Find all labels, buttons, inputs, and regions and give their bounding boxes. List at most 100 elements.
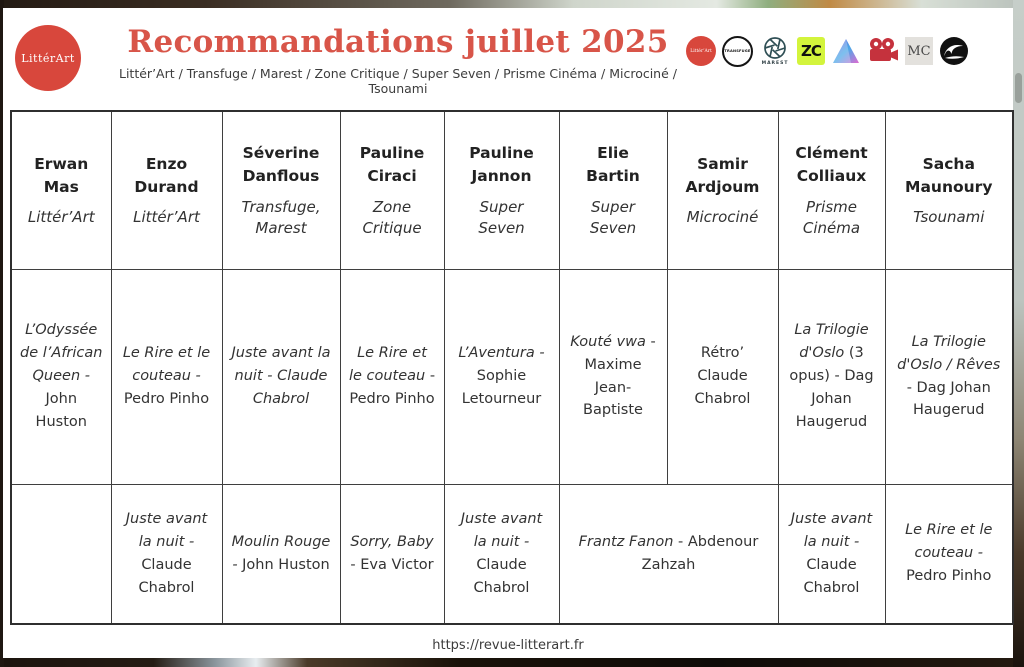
critic-affiliation: Tsounami xyxy=(913,208,985,226)
film-title-text: L’Aventura - xyxy=(458,345,545,362)
film-cell-r2c7: Juste avant la nuit - Claude Chabrol xyxy=(777,483,886,625)
film-title-text: Frantz Fanon xyxy=(578,533,674,550)
litterart-brand-logo: LittérArt xyxy=(15,25,81,91)
critic-header-pauline-ciraci: Pauline Ciraci Zone Critique xyxy=(339,110,445,270)
critic-name: Elie Bartin xyxy=(586,144,640,186)
critic-affiliation: Transfuge, Marest xyxy=(241,197,321,237)
critic-name: Erwan Mas xyxy=(34,154,89,196)
film-cell-r2c3: Moulin Rouge - John Huston xyxy=(221,483,341,625)
background-photo-top xyxy=(0,0,1024,10)
critic-affiliation: Microciné xyxy=(686,208,759,226)
critic-name: Séverine Danflous xyxy=(242,144,320,186)
film-director-text: Claude Chabrol xyxy=(138,556,195,596)
scrollbar-track xyxy=(1013,0,1024,667)
transfuge-logo-icon: TRANSFUGE xyxy=(722,35,753,67)
scrollbar-thumb[interactable] xyxy=(1015,73,1022,103)
film-cell-r1c9: La Trilogie d'Oslo / Rêves - Dag Johan H… xyxy=(884,268,1014,485)
background-photo-left xyxy=(0,0,4,667)
film-title-text: Juste avant la nuit - Claude Chabrol xyxy=(231,345,331,407)
critic-header-elie-bartin: Elie Bartin Super Seven xyxy=(558,110,668,270)
film-cell-r1c1: L’Odyssée de l’African Queen - John Hust… xyxy=(10,268,112,485)
recommendations-row-2: Juste avant la nuit - Claude Chabrol Moul… xyxy=(10,483,1014,625)
critic-affiliation: Prisme Cinéma xyxy=(802,197,861,237)
film-title-text: Juste avant la nuit - xyxy=(125,510,208,550)
film-cell-r1c2: Le Rire et le couteau - Pedro Pinho xyxy=(110,268,223,485)
film-title-text: Le Rire et le couteau xyxy=(348,345,427,385)
film-cell-r1c8: La Trilogie d'Oslo (3 opus) - Dag Johan … xyxy=(777,268,886,485)
critic-name: Sacha Maunoury xyxy=(905,154,993,196)
film-title-text: Sorry, Baby xyxy=(350,533,434,550)
critic-affiliation: Littér’Art xyxy=(133,208,200,226)
film-cell-r2c8: Le Rire et le couteau - Pedro Pinho xyxy=(884,483,1014,625)
critic-name: Pauline Jannon xyxy=(469,144,534,186)
film-title-text: Moulin Rouge - xyxy=(231,533,331,573)
film-cell-r2c4: Sorry, Baby - Eva Victor xyxy=(339,483,445,625)
recommendations-card: LittérArt Recommandations juillet 2025 L… xyxy=(3,8,1014,658)
critic-affiliation: Super Seven xyxy=(589,197,637,237)
film-title-text: Kouté vwa xyxy=(570,333,651,350)
film-director-text: Claude Chabrol xyxy=(473,556,530,596)
film-director-text: Pedro Pinho xyxy=(123,390,210,407)
marest-logo-icon: MAREST xyxy=(759,36,791,66)
film-title-text: L’Odyssée de l’African Queen - xyxy=(20,322,103,385)
microcine-logo-icon: MC xyxy=(905,37,933,65)
background-photo-bottom xyxy=(0,656,1024,667)
page-header: Recommandations juillet 2025 Littér’Art … xyxy=(108,24,688,96)
critic-header-cle-ment-colliaux: Clément Colliaux Prisme Cinéma xyxy=(777,110,886,270)
litterart-brand-logo-text: LittérArt xyxy=(21,51,75,65)
film-title-text: La Trilogie d'Oslo / Rêves xyxy=(897,333,1001,373)
film-director-text: - Maxime Jean-Baptiste xyxy=(583,333,656,419)
recommendations-row-1: L’Odyssée de l’African Queen - John Hust… xyxy=(10,268,1014,485)
film-director-text: John Huston xyxy=(35,390,87,430)
critic-name: Samir Ardjoum xyxy=(685,154,760,196)
recommendations-table: Erwan Mas Littér’Art Enzo Durand Littér’Art… xyxy=(10,110,1014,625)
footer-url: https://revue-litterart.fr xyxy=(432,638,584,653)
film-director-text: - Eva Victor xyxy=(350,556,434,573)
page-title: Recommandations juillet 2025 xyxy=(127,24,669,60)
critic-name: Clément Colliaux xyxy=(795,144,868,186)
critic-header-pauline-jannon: Pauline Jannon Super Seven xyxy=(443,110,560,270)
film-director-text: Claude Chabrol xyxy=(803,556,860,596)
zone-critique-logo-text: ZC xyxy=(801,42,822,60)
film-title-text: La Trilogie d'Oslo xyxy=(794,322,869,362)
film-cell-r2c2: Juste avant la nuit - Claude Chabrol xyxy=(110,483,223,625)
partner-logos-row: Littér’Art TRANSFUGE MAREST ZC MC xyxy=(686,30,969,72)
critic-affiliation: Zone Critique xyxy=(362,197,422,237)
critic-header-sacha-maunoury: Sacha Maunoury Tsounami xyxy=(884,110,1014,270)
film-cell-r1c4: Le Rire et le couteau - Pedro Pinho xyxy=(339,268,445,485)
critic-header-samir-ardjoum: Samir Ardjoum Microciné xyxy=(666,110,779,270)
film-director-text: (3 opus) - Dag Johan Haugerud xyxy=(789,345,874,430)
film-director-text: - Pedro Pinho xyxy=(349,368,436,407)
prisme-cinema-camera-logo-icon xyxy=(867,37,899,65)
transfuge-logo-text: TRANSFUGE xyxy=(724,49,751,53)
critic-header-erwan-mas: Erwan Mas Littér’Art xyxy=(10,110,112,270)
film-cell-r1c3: Juste avant la nuit - Claude Chabrol xyxy=(221,268,341,485)
film-title-text: Le Rire et le couteau - xyxy=(905,522,993,562)
film-title-text: Juste avant la nuit - xyxy=(790,510,873,550)
critics-header-row: Erwan Mas Littér’Art Enzo Durand Littér’Art… xyxy=(10,110,1014,270)
empty-cell xyxy=(10,483,112,625)
film-director-text: - Abdenour Zahzah xyxy=(641,533,759,573)
zone-critique-logo-icon: ZC xyxy=(797,37,825,65)
film-director-text: John Huston xyxy=(242,556,330,573)
film-director-text: - Dag Johan Haugerud xyxy=(906,379,991,419)
film-title-text: Juste avant la nuit - xyxy=(460,510,543,550)
film-cell-r2c6: Frantz Fanon - Abdenour Zahzah xyxy=(558,483,779,625)
critic-header-enzo-durand: Enzo Durand Littér’Art xyxy=(110,110,223,270)
critic-name: Enzo Durand xyxy=(134,154,199,196)
microcine-logo-text: MC xyxy=(907,43,931,59)
litterart-logo-text: Littér’Art xyxy=(690,48,712,54)
film-cell-r2c5: Juste avant la nuit - Claude Chabrol xyxy=(443,483,560,625)
super-seven-pyramid-logo-icon xyxy=(831,37,861,65)
film-title-text: Le Rire et le couteau - xyxy=(122,345,211,385)
critic-affiliation: Super Seven xyxy=(478,197,525,237)
film-director-text: Sophie Letourneur xyxy=(461,368,542,407)
tsounami-wave-logo-icon xyxy=(939,36,969,66)
critic-name: Pauline Ciraci xyxy=(359,144,425,186)
critic-affiliation: Littér’Art xyxy=(27,208,95,226)
film-director-text: Rétro’ Claude Chabrol xyxy=(694,345,751,407)
page-subtitle: Littér’Art / Transfuge / Marest / Zone C… xyxy=(119,66,677,97)
film-director-text: Pedro Pinho xyxy=(906,568,992,585)
film-cell-r1c7: Rétro’ Claude Chabrol xyxy=(666,268,779,485)
film-cell-r1c6: Kouté vwa - Maxime Jean-Baptiste xyxy=(558,268,668,485)
